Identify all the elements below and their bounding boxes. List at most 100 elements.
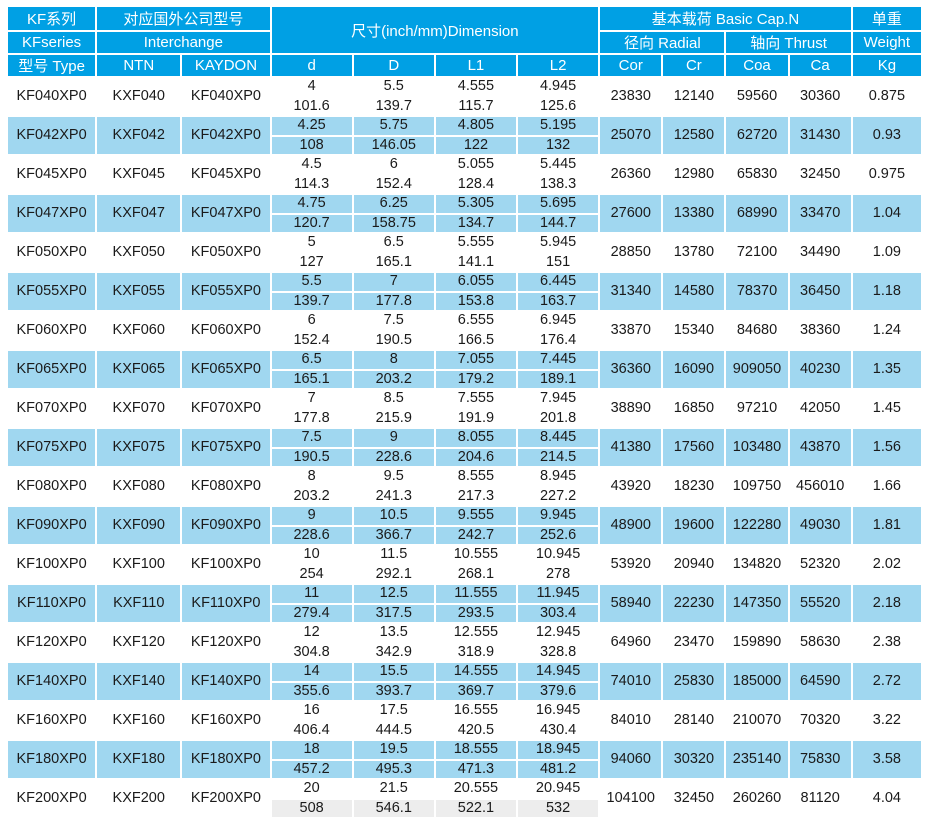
model-type-cell: KF080XP0 bbox=[5, 466, 98, 507]
ca-cell: 40230 bbox=[787, 349, 853, 390]
model-type-cell: KF120XP0 bbox=[5, 622, 98, 663]
weight-cell: 1.56 bbox=[850, 427, 924, 468]
dim-L1-mm: 134.7 bbox=[433, 212, 519, 234]
header-col-L2: L2 bbox=[515, 53, 601, 78]
ca-cell: 43870 bbox=[787, 427, 853, 468]
cr-cell: 19600 bbox=[661, 505, 727, 546]
model-type-cell: KF065XP0 bbox=[5, 349, 98, 390]
ca-cell: 38360 bbox=[787, 310, 853, 351]
model-type-cell: KF110XP0 bbox=[5, 583, 98, 624]
header-col-cr: Cr bbox=[661, 53, 727, 78]
cr-cell: 12140 bbox=[661, 76, 727, 117]
dim-L2-inch: 8.945 bbox=[515, 466, 601, 488]
dim-D-inch: 7.5 bbox=[351, 310, 436, 332]
dim-L2-mm: 189.1 bbox=[515, 368, 601, 390]
kaydon-cell: KF060XP0 bbox=[180, 310, 272, 351]
dim-d-mm: 279.4 bbox=[269, 602, 354, 624]
weight-cell: 1.18 bbox=[850, 271, 924, 312]
table-row-inch: KF075XP0 KXF075 KF075XP0 7.5 9 8.055 8.4… bbox=[5, 427, 924, 468]
dim-L2-inch: 18.945 bbox=[515, 739, 601, 761]
header-ntn-label: NTN bbox=[95, 53, 183, 78]
coa-cell: 103480 bbox=[724, 427, 790, 468]
table-row-inch: KF160XP0 KXF160 KF160XP0 16 17.5 16.555 … bbox=[5, 700, 924, 741]
kaydon-cell: KF110XP0 bbox=[180, 583, 272, 624]
dim-D-inch: 6.25 bbox=[351, 193, 436, 215]
coa-cell: 97210 bbox=[724, 388, 790, 429]
coa-cell: 235140 bbox=[724, 739, 790, 780]
dim-d-mm: 101.6 bbox=[269, 95, 354, 117]
dim-L1-inch: 5.055 bbox=[433, 154, 519, 176]
dim-d-inch: 7.5 bbox=[269, 427, 354, 449]
dim-L2-mm: 176.4 bbox=[515, 329, 601, 351]
table-row-mm: 190.5 228.6 204.6 214.5 bbox=[7, 446, 922, 468]
table-row-inch: KF042XP0 KXF042 KF042XP0 4.25 5.75 4.805… bbox=[5, 115, 924, 156]
table-row-mm: 254 292.1 268.1 278 bbox=[7, 563, 922, 585]
ca-cell: 33470 bbox=[787, 193, 853, 234]
weight-cell: 2.72 bbox=[850, 661, 924, 702]
ca-cell: 30360 bbox=[787, 76, 853, 117]
dim-L1-mm: 522.1 bbox=[433, 797, 519, 819]
table-row-inch: KF140XP0 KXF140 KF140XP0 14 15.5 14.555 … bbox=[5, 661, 924, 702]
ca-cell: 36450 bbox=[787, 271, 853, 312]
header-col-coa: Coa bbox=[724, 53, 790, 78]
dim-L1-inch: 14.555 bbox=[433, 661, 519, 683]
coa-cell: 65830 bbox=[724, 154, 790, 195]
cor-cell: 36360 bbox=[598, 349, 664, 390]
table-row-inch: KF050XP0 KXF050 KF050XP0 5 6.5 5.555 5.9… bbox=[5, 232, 924, 273]
dim-L1-inch: 18.555 bbox=[433, 739, 519, 761]
ntn-cell: KXF100 bbox=[95, 544, 183, 585]
kaydon-cell: KF070XP0 bbox=[180, 388, 272, 429]
cr-cell: 32450 bbox=[661, 778, 727, 819]
table-row-inch: KF065XP0 KXF065 KF065XP0 6.5 8 7.055 7.4… bbox=[5, 349, 924, 390]
dim-d-mm: 508 bbox=[269, 797, 354, 819]
header-type-label: 型号 Type bbox=[5, 53, 98, 78]
cr-cell: 28140 bbox=[661, 700, 727, 741]
header-col-D: D bbox=[351, 53, 436, 78]
table-row-inch: KF080XP0 KXF080 KF080XP0 8 9.5 8.555 8.9… bbox=[5, 466, 924, 507]
dim-L2-inch: 7.945 bbox=[515, 388, 601, 410]
header-load-title: 基本载荷 Basic Cap.N bbox=[598, 5, 853, 32]
dim-L1-inch: 6.555 bbox=[433, 310, 519, 332]
kaydon-cell: KF047XP0 bbox=[180, 193, 272, 234]
table-row-mm: 114.3 152.4 128.4 138.3 bbox=[7, 173, 922, 195]
table-row-inch: KF100XP0 KXF100 KF100XP0 10 11.5 10.555 … bbox=[5, 544, 924, 585]
table-row-inch: KF040XP0 KXF040 KF040XP0 4 5.5 4.555 4.9… bbox=[5, 76, 924, 117]
model-type-cell: KF180XP0 bbox=[5, 739, 98, 780]
cr-cell: 22230 bbox=[661, 583, 727, 624]
dim-L1-inch: 7.555 bbox=[433, 388, 519, 410]
header-col-L1: L1 bbox=[433, 53, 519, 78]
kaydon-cell: KF040XP0 bbox=[180, 76, 272, 117]
dim-d-mm: 177.8 bbox=[269, 407, 354, 429]
cr-cell: 14580 bbox=[661, 271, 727, 312]
dim-d-mm: 120.7 bbox=[269, 212, 354, 234]
dim-L2-inch: 14.945 bbox=[515, 661, 601, 683]
ntn-cell: KXF110 bbox=[95, 583, 183, 624]
dim-L2-inch: 5.445 bbox=[515, 154, 601, 176]
coa-cell: 185000 bbox=[724, 661, 790, 702]
dim-L2-inch: 4.945 bbox=[515, 76, 601, 98]
dim-D-inch: 17.5 bbox=[351, 700, 436, 722]
cor-cell: 58940 bbox=[598, 583, 664, 624]
ntn-cell: KXF065 bbox=[95, 349, 183, 390]
dim-D-mm: 366.7 bbox=[351, 524, 436, 546]
header-col-ca: Ca bbox=[787, 53, 853, 78]
cr-cell: 25830 bbox=[661, 661, 727, 702]
dim-d-mm: 139.7 bbox=[269, 290, 354, 312]
dim-D-mm: 165.1 bbox=[351, 251, 436, 273]
ca-cell: 34490 bbox=[787, 232, 853, 273]
dim-D-mm: 139.7 bbox=[351, 95, 436, 117]
ntn-cell: KXF040 bbox=[95, 76, 183, 117]
weight-cell: 1.04 bbox=[850, 193, 924, 234]
dim-L1-inch: 9.555 bbox=[433, 505, 519, 527]
dim-L1-inch: 8.055 bbox=[433, 427, 519, 449]
dim-L2-mm: 201.8 bbox=[515, 407, 601, 429]
dim-d-inch: 4.25 bbox=[269, 115, 354, 137]
weight-cell: 1.81 bbox=[850, 505, 924, 546]
table-row-inch: KF055XP0 KXF055 KF055XP0 5.5 7 6.055 6.4… bbox=[5, 271, 924, 312]
dim-D-mm: 146.05 bbox=[351, 134, 436, 156]
dim-L2-inch: 10.945 bbox=[515, 544, 601, 566]
dim-L1-inch: 7.055 bbox=[433, 349, 519, 371]
dim-D-mm: 190.5 bbox=[351, 329, 436, 351]
coa-cell: 72100 bbox=[724, 232, 790, 273]
ntn-cell: KXF075 bbox=[95, 427, 183, 468]
